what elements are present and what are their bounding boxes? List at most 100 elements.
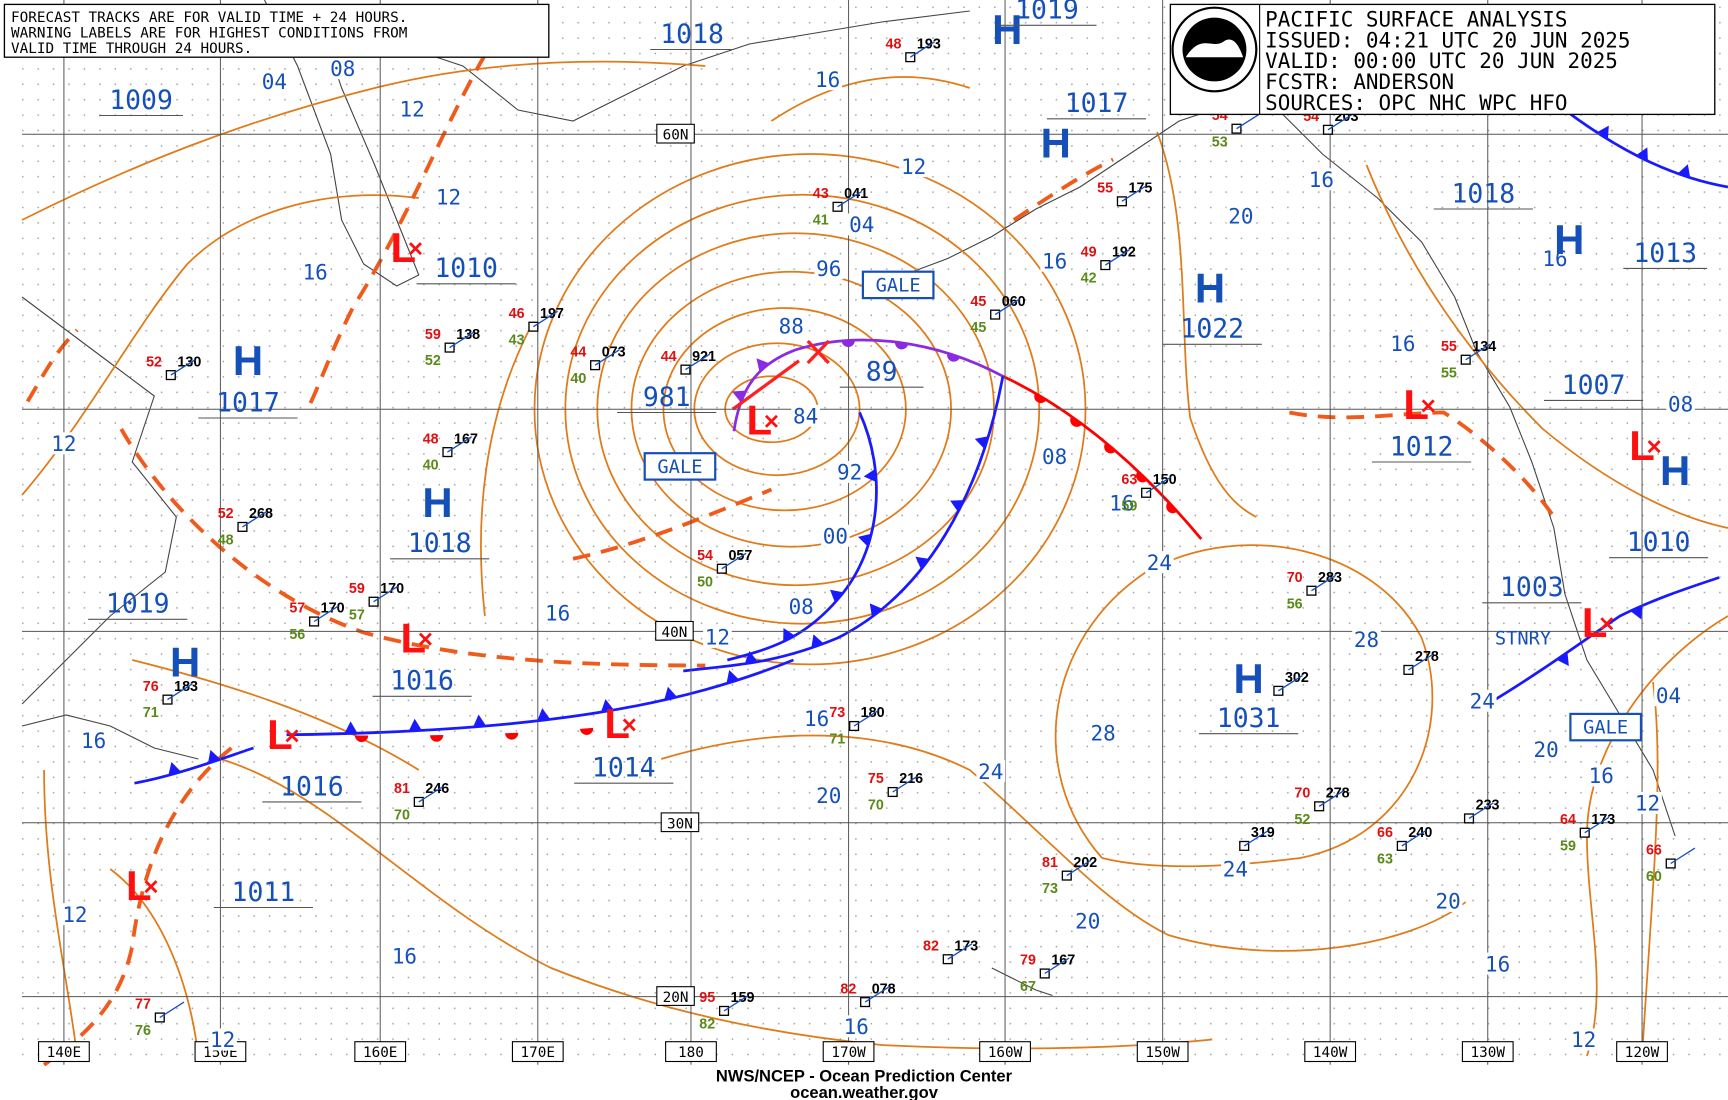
isobar-label: 16	[1309, 168, 1334, 192]
wind-barb	[1401, 829, 1427, 847]
station-pressure: 197	[540, 306, 564, 322]
header-line: VALID: 00:00 UTC 20 JUN 2025	[1265, 49, 1618, 73]
center-pressure: 1017	[1065, 88, 1129, 119]
isobar-label: 12	[1571, 1028, 1596, 1052]
front-symbol	[1677, 164, 1691, 178]
isobar-label-bg	[300, 260, 330, 283]
isobar-label: 04	[1656, 684, 1681, 708]
note-line: WARNING LABELS ARE FOR HIGHEST CONDITION…	[11, 25, 407, 41]
high-symbol: H	[170, 639, 200, 686]
pressure-value: 1009	[109, 85, 173, 116]
isobar-label: 16	[303, 260, 328, 284]
station-dewpoint: 40	[423, 458, 439, 474]
isobar-label-bg	[1483, 952, 1512, 975]
center-pressure: 1011	[232, 877, 296, 908]
front-symbol	[537, 708, 551, 721]
station-icon	[237, 521, 248, 532]
wind-barb	[1584, 816, 1610, 834]
station-pressure: 216	[899, 771, 923, 787]
front-symbol	[430, 735, 444, 742]
isobar-label-bg	[1040, 249, 1069, 272]
front-label: STNRY	[1495, 629, 1551, 650]
isobar-label: 24	[1470, 689, 1495, 713]
wind-barb	[892, 776, 918, 793]
warning-box	[643, 452, 717, 481]
front-symbol	[974, 436, 989, 449]
low-symbol: L	[391, 224, 417, 271]
station-temperature: 75	[868, 771, 884, 787]
station-temperature: 73	[829, 705, 845, 721]
isobar-label-bg	[1467, 689, 1497, 712]
station-temperature: 63	[1121, 472, 1137, 488]
station-temperature: 77	[135, 997, 151, 1013]
station-dewpoint: 59	[1560, 838, 1576, 854]
station-dewpoint: 71	[829, 732, 845, 748]
lon-label: 130W	[1471, 1045, 1506, 1061]
station-icon	[1039, 968, 1050, 979]
high-symbol: H	[422, 479, 452, 526]
wind-barb	[994, 298, 1020, 316]
front-symbol	[600, 699, 614, 713]
station-dewpoint: 55	[1441, 365, 1457, 381]
header-title: PACIFIC SURFACE ANALYSIS	[1265, 7, 1567, 31]
station-temperature: 81	[394, 781, 410, 797]
front-symbol	[811, 634, 824, 648]
low-cross	[622, 718, 636, 732]
isobar-label: 16	[1485, 952, 1510, 976]
isobar-label: 16	[392, 945, 417, 969]
isobar-label-bg	[976, 760, 1006, 783]
station-icon	[165, 370, 176, 381]
station-temperature: 76	[143, 679, 159, 695]
isobar-label: 12	[210, 1028, 235, 1052]
lon-label: 150W	[1145, 1045, 1180, 1061]
isobar-label: 12	[62, 903, 87, 927]
wind-barb	[159, 1001, 185, 1019]
isobar-label-bg	[1226, 204, 1256, 227]
warning-label: GALE	[876, 276, 921, 297]
lon-label-box	[1616, 1041, 1668, 1063]
station-pressure: 130	[177, 354, 201, 370]
isobar-label-bg	[821, 524, 850, 547]
isobar-label-bg	[1540, 247, 1570, 270]
front-symbol	[473, 714, 487, 728]
wind-barb	[1104, 249, 1130, 266]
isobar-label: 16	[804, 707, 829, 731]
isobar-label-bg	[813, 68, 842, 91]
front-symbol	[783, 628, 795, 642]
front-symbol	[841, 340, 855, 348]
station-temperature: 70	[1287, 570, 1303, 586]
isobar-label-bg	[791, 404, 820, 427]
center-pressure: 1016	[390, 666, 454, 697]
isobar-label: 24	[1223, 858, 1248, 882]
high-symbol: H	[233, 337, 263, 384]
isobars	[21, 60, 1728, 1057]
isobar-label: 16	[815, 68, 840, 92]
wind-barb	[418, 785, 444, 803]
low-cross	[408, 242, 422, 256]
wind-barb	[853, 710, 879, 727]
center-pressure: 1022	[1180, 314, 1244, 345]
front-symbol	[726, 670, 740, 684]
station-temperature: 48	[423, 431, 439, 447]
station-temperature: 54	[697, 548, 713, 564]
isobar-label-bg	[49, 432, 79, 455]
isobar-label-bg	[390, 944, 419, 967]
low-cross	[1600, 617, 1614, 631]
station-temperature: 55	[1441, 339, 1457, 355]
lon-label-box	[1461, 1041, 1514, 1063]
front-symbol	[408, 718, 422, 732]
isobar-label-bg	[1352, 628, 1381, 651]
high-symbol: H	[1041, 119, 1071, 166]
wind-barb	[167, 683, 193, 701]
pressure-value: 1018	[660, 19, 724, 50]
lon-label: 160E	[363, 1045, 397, 1061]
front-symbol	[915, 556, 930, 570]
station-pressure: 060	[1002, 294, 1026, 310]
wind-barb	[947, 943, 973, 960]
station-temperature: 45	[970, 294, 986, 310]
station-temperature: 95	[699, 990, 715, 1006]
station-pressure: 240	[1408, 825, 1432, 841]
lon-label-box	[1304, 1041, 1357, 1063]
low-symbol: L	[1582, 599, 1608, 646]
station-temperature: 79	[1020, 953, 1036, 969]
